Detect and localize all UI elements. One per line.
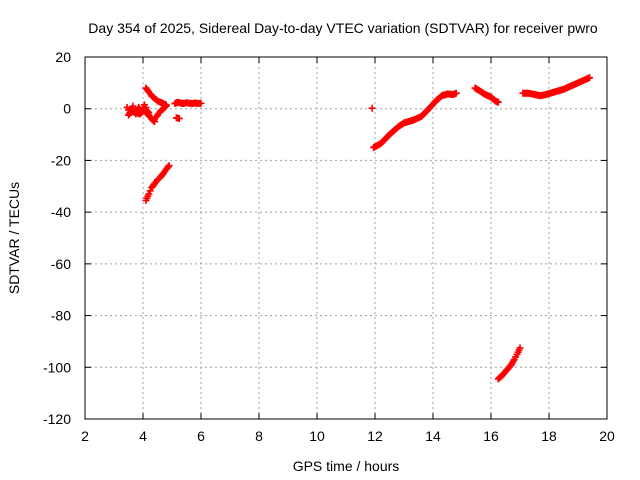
y-tick-label: -20	[51, 152, 71, 168]
y-tick-labels: -120 -100 -80 -60 -40 -20 0 20	[43, 49, 71, 427]
data-point	[586, 74, 594, 82]
x-tick-label: 8	[255, 428, 263, 444]
x-axis-label: GPS time / hours	[293, 458, 400, 474]
data-point	[516, 344, 524, 352]
data-point	[452, 89, 460, 97]
data-points	[123, 74, 594, 383]
x-tick-label: 18	[541, 428, 557, 444]
data-point	[165, 162, 173, 170]
grid-lines	[85, 57, 607, 419]
data-point	[162, 101, 170, 109]
y-tick-label: -40	[51, 204, 71, 220]
y-tick-label: -120	[43, 411, 71, 427]
x-tick-label: 2	[81, 428, 89, 444]
x-tick-label: 14	[425, 428, 441, 444]
chart-title: Day 354 of 2025, Sidereal Day-to-day VTE…	[88, 20, 598, 36]
x-tick-label: 4	[139, 428, 147, 444]
x-tick-labels: 2 4 6 8 10 12 14 16 18 20	[81, 428, 615, 444]
y-tick-label: -80	[51, 308, 71, 324]
y-tick-label: -60	[51, 256, 71, 272]
x-tick-label: 10	[309, 428, 325, 444]
data-point	[197, 99, 205, 107]
x-tick-label: 6	[197, 428, 205, 444]
data-point	[368, 104, 376, 112]
y-tick-label: -100	[43, 359, 71, 375]
data-point	[145, 190, 153, 198]
data-point	[175, 115, 183, 123]
y-axis-label: SDTVAR / TECUs	[6, 182, 22, 294]
data-point	[146, 187, 154, 195]
x-tick-label: 20	[599, 428, 615, 444]
data-point	[494, 98, 502, 106]
x-tick-label: 16	[483, 428, 499, 444]
x-tick-label: 12	[367, 428, 383, 444]
data-point	[164, 163, 172, 171]
y-tick-label: 0	[63, 101, 71, 117]
y-tick-label: 20	[55, 49, 71, 65]
plot-area-frame	[84, 56, 608, 420]
axis-ticks	[84, 56, 608, 420]
